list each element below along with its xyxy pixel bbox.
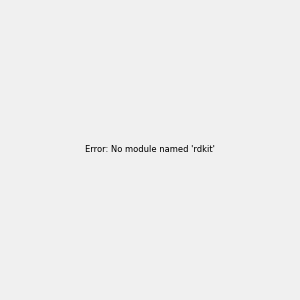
Text: Error: No module named 'rdkit': Error: No module named 'rdkit' [85, 146, 215, 154]
